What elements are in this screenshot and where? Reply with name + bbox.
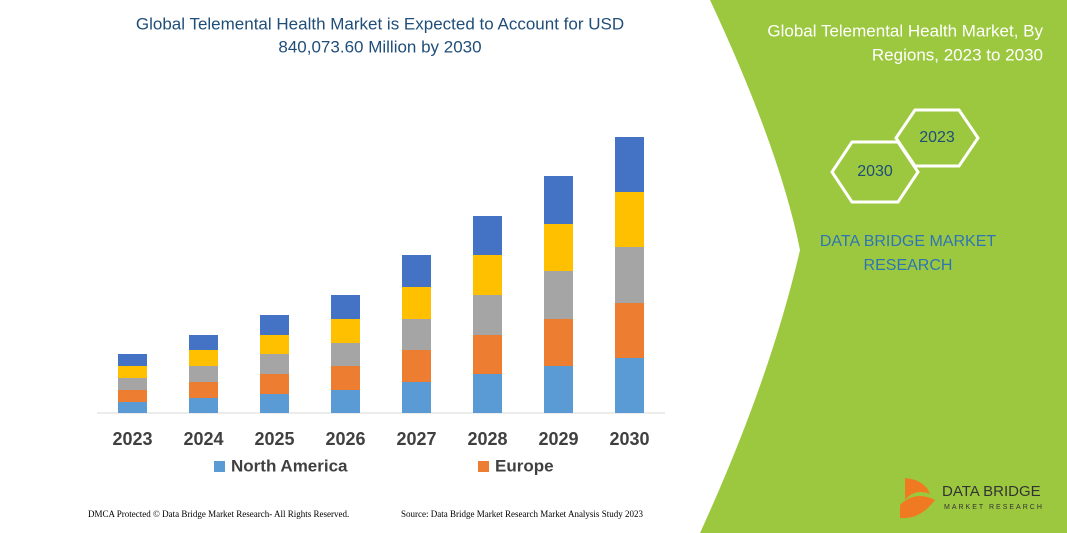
legend-label: North America <box>231 456 348 475</box>
bar-segment <box>260 315 289 335</box>
x-tick-label: 2026 <box>325 429 365 449</box>
bar-segment <box>402 287 431 319</box>
panel-title: Regions, 2023 to 2030 <box>872 45 1043 64</box>
hexagon <box>830 140 920 204</box>
bar-segment <box>331 319 360 343</box>
x-tick-label: 2028 <box>467 429 507 449</box>
footer-left: DMCA Protected © Data Bridge Market Rese… <box>88 509 349 519</box>
logo-tagline: MARKET RESEARCH <box>944 504 1044 511</box>
bar-segment <box>473 255 502 295</box>
bar-segment <box>402 350 431 382</box>
bar-segment <box>473 295 502 335</box>
bar-segment <box>189 335 218 350</box>
chart-title: 840,073.60 Million by 2030 <box>278 37 481 56</box>
panel-brand: RESEARCH <box>864 257 953 274</box>
bar-segment <box>402 319 431 350</box>
logo-name: DATA BRIDGE <box>942 483 1041 500</box>
footer-right: Source: Data Bridge Market Research Mark… <box>401 509 643 519</box>
hexagon <box>894 108 980 168</box>
bar-segment <box>331 343 360 366</box>
legend-label: Europe <box>495 456 554 475</box>
bar-segment <box>615 192 644 247</box>
x-tick-label: 2030 <box>609 429 649 449</box>
x-tick-label: 2023 <box>112 429 152 449</box>
bar-segment <box>118 378 147 390</box>
bar-segment <box>544 271 573 319</box>
logo-icon <box>900 478 935 519</box>
panel-brand: DATA BRIDGE MARKET <box>820 233 997 250</box>
bar-segment <box>473 216 502 255</box>
bar-segment <box>260 335 289 354</box>
bar-segment <box>189 398 218 413</box>
bar-segment <box>402 382 431 413</box>
bar-segment <box>118 390 147 402</box>
hexagon-label: 2023 <box>919 129 955 146</box>
bar-segment <box>118 402 147 413</box>
bar-segment <box>260 394 289 413</box>
x-tick-label: 2027 <box>396 429 436 449</box>
bar-segment <box>544 224 573 271</box>
x-tick-label: 2029 <box>538 429 578 449</box>
bar-segment <box>189 350 218 366</box>
bar-segment <box>331 295 360 319</box>
panel-title: Global Telemental Health Market, By <box>767 21 1043 40</box>
bar-segment <box>615 303 644 358</box>
bar-segment <box>544 319 573 366</box>
x-tick-label: 2024 <box>183 429 223 449</box>
bar-segment <box>615 137 644 192</box>
chart-title: Global Telemental Health Market is Expec… <box>136 14 624 33</box>
bar-segment <box>118 354 147 366</box>
bar-segment <box>473 335 502 374</box>
hexagon-label: 2030 <box>857 163 893 180</box>
bar-segment <box>260 354 289 374</box>
bar-segment <box>473 374 502 413</box>
bar-segment <box>402 255 431 287</box>
legend-swatch <box>214 461 225 472</box>
x-tick-label: 2025 <box>254 429 294 449</box>
bar-segment <box>118 366 147 378</box>
bar-segment <box>260 374 289 394</box>
bar-segment <box>189 382 218 398</box>
legend-swatch <box>478 461 489 472</box>
bar-segment <box>544 176 573 224</box>
bar-segment <box>331 366 360 390</box>
bar-segment <box>615 247 644 303</box>
bar-segment <box>544 366 573 413</box>
bar-segment <box>189 366 218 382</box>
bar-segment <box>331 390 360 413</box>
bar-segment <box>615 358 644 413</box>
